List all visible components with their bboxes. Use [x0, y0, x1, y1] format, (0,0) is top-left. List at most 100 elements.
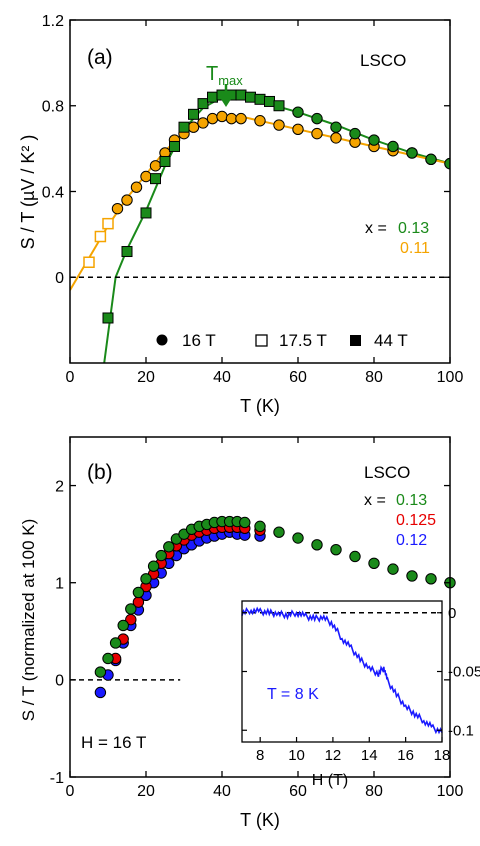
inset-x-axis-label: H (T)	[312, 772, 348, 789]
data-point	[292, 532, 304, 544]
data-point	[425, 573, 437, 585]
inset-x-tick-label: 12	[325, 747, 342, 764]
series-label-0.12: 0.12	[396, 532, 427, 549]
tmax-annotation: Tmax	[206, 63, 243, 107]
data-point	[102, 217, 114, 230]
data-point	[140, 573, 152, 585]
composition-prefix: x =	[364, 492, 386, 509]
data-point	[349, 550, 361, 563]
legend-marker-17.5T	[255, 334, 268, 347]
x-tick-label: 60	[289, 369, 307, 386]
legend-label-17.5T: 17.5 T	[279, 331, 327, 350]
data-point	[254, 520, 266, 533]
data-point	[245, 91, 256, 103]
inset-series-line	[241, 606, 443, 735]
plot-frame	[69, 19, 451, 364]
x-ticks: 0 20 40 60 80 100	[66, 437, 464, 800]
data-point	[254, 93, 266, 105]
x-tick-label: 80	[365, 369, 383, 386]
material-label: LSCO	[364, 463, 410, 482]
data-point	[311, 127, 323, 140]
data-point	[330, 132, 342, 144]
legend: 16 T 17.5 T 44 T	[156, 331, 408, 350]
data-point	[197, 117, 209, 129]
x-tick-label: 100	[437, 369, 464, 386]
tmax-main: T	[206, 63, 218, 85]
x-tick-label: 40	[213, 369, 231, 386]
data-point	[169, 140, 180, 152]
data-point	[140, 207, 152, 219]
data-point	[125, 603, 137, 615]
data-point	[149, 160, 162, 172]
y-tick-label: 0.8	[42, 99, 64, 116]
data-point	[330, 543, 342, 556]
legend-marker-16T	[156, 334, 168, 346]
y-axis-label: S / T (normalized at 100 K)	[19, 519, 38, 722]
tmax-label: Tmax	[206, 63, 243, 88]
data-point	[140, 170, 152, 183]
series-label-0.13: 0.13	[396, 492, 427, 509]
x-tick-label: 60	[289, 783, 307, 800]
x-tick-label: 20	[137, 369, 155, 386]
series-label-0.11: 0.11	[400, 240, 430, 257]
data-point	[311, 112, 323, 125]
x-ticks: 0 20 40 60 80 100	[66, 20, 464, 386]
data-point	[311, 539, 323, 551]
inset-x-tick-label: 8	[256, 747, 264, 764]
data-point	[387, 563, 399, 575]
x-axis-label: T (K)	[240, 810, 280, 830]
y-tick-label: 0	[55, 270, 64, 287]
data-point	[207, 91, 218, 103]
data-point	[368, 134, 380, 146]
data-point	[349, 127, 361, 140]
legend-marker-44T	[350, 335, 361, 346]
inset-x-ticks: 8 10 12 14 16 18	[256, 737, 450, 764]
data-point	[273, 100, 285, 112]
data-point	[206, 112, 219, 125]
panel-a: 0 20 40 60 80 100 0 0.4 0.8 1.2 (a) LSCO Tmax x …	[18, 13, 463, 416]
inset-y-tick-label: 0	[448, 605, 456, 622]
inset-series-label: T = 8 K	[267, 686, 319, 703]
legend-label-16T: 16 T	[182, 331, 216, 350]
inset-x-tick-label: 18	[434, 747, 451, 764]
y-ticks: 0 0.4 0.8 1.2	[42, 13, 450, 287]
plot-frame	[69, 436, 451, 778]
y-tick-label: -1	[50, 770, 64, 787]
data-point	[159, 155, 171, 167]
data-point	[147, 560, 160, 572]
data-point	[117, 619, 129, 632]
data-point	[178, 121, 190, 133]
data-point	[254, 115, 266, 127]
data-point	[150, 173, 161, 185]
y-tick-label: 2	[55, 478, 64, 495]
series-label-0.125: 0.125	[396, 512, 436, 529]
data-point	[406, 147, 418, 159]
data-point	[406, 570, 418, 582]
y-tick-label: 1	[55, 575, 64, 592]
x-tick-label: 20	[137, 783, 155, 800]
data-point	[292, 106, 304, 118]
data-point	[235, 89, 247, 101]
data-point	[102, 652, 114, 665]
data-point	[94, 666, 107, 678]
data-point	[368, 557, 380, 569]
inset-chart: 8 10 12 14 16 18 0 -0.05 -0.1 T = 8 K H (T)	[241, 600, 480, 789]
panel-label: (a)	[87, 46, 113, 69]
inset-x-tick-label: 14	[361, 747, 378, 764]
data-point	[121, 194, 133, 206]
data-point	[111, 202, 124, 215]
x-tick-label: 80	[365, 783, 383, 800]
x-tick-label: 100	[437, 783, 464, 800]
x-tick-label: 40	[213, 783, 231, 800]
series-label-0.13: 0.13	[398, 220, 429, 237]
y-tick-label: 0.4	[42, 184, 64, 201]
material-label: LSCO	[360, 51, 406, 70]
inset-y-tick-label: -0.1	[448, 722, 474, 739]
data-point	[225, 112, 238, 125]
data-point	[273, 119, 285, 131]
data-point	[425, 153, 437, 166]
composition-prefix: x =	[365, 220, 387, 237]
data-point	[130, 181, 143, 193]
